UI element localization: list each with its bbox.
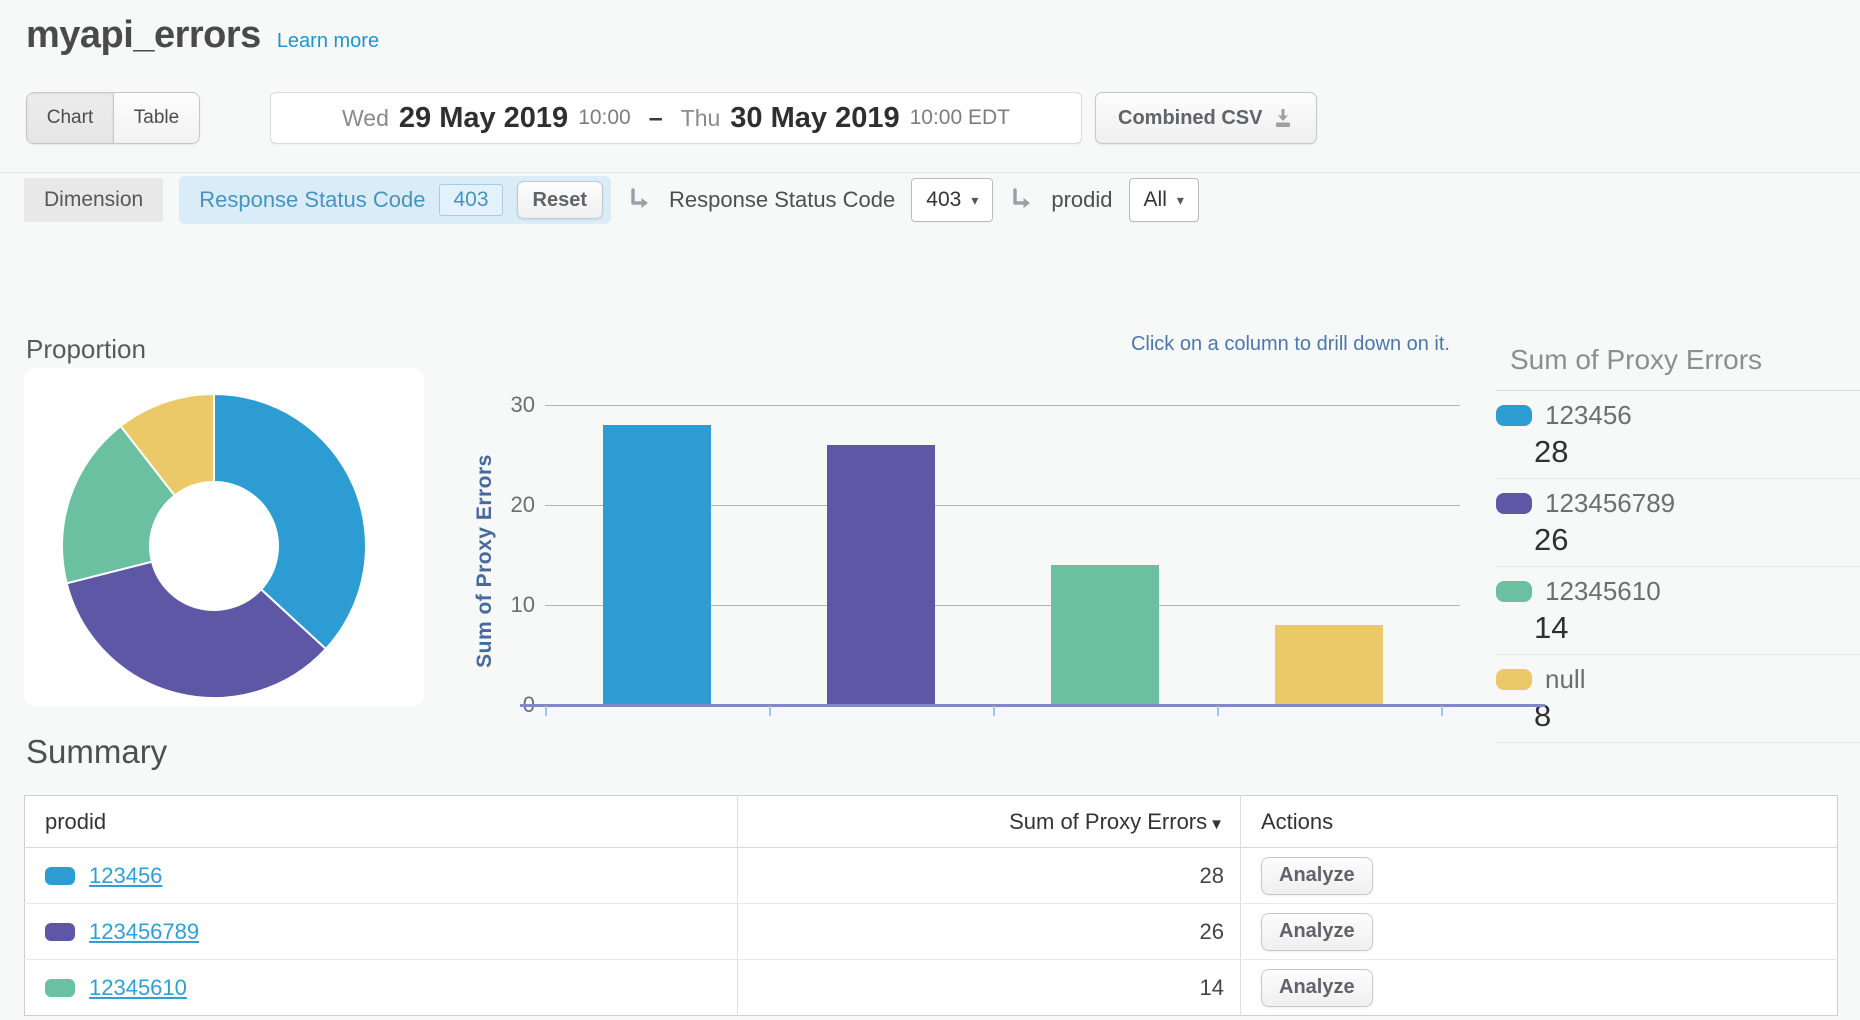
- start-time: 10:00: [578, 106, 631, 130]
- combined-csv-label: Combined CSV: [1118, 107, 1262, 130]
- analyze-button[interactable]: Analyze: [1261, 969, 1373, 1007]
- gridline-30: [545, 405, 1460, 406]
- bar-chart: Sum of Proxy Errors 0102030: [440, 330, 1560, 720]
- active-filter-value: 403: [439, 184, 502, 216]
- drilldown-hint: Click on a column to drill down on it.: [1000, 333, 1450, 356]
- legend-title: Sum of Proxy Errors: [1496, 340, 1860, 391]
- legend-value: 14: [1534, 610, 1860, 646]
- legend-label: null: [1545, 664, 1585, 695]
- chart-toggle-button[interactable]: Chart: [27, 93, 113, 143]
- column-header-sum-of-proxy-errors[interactable]: Sum of Proxy Errors▼: [738, 796, 1241, 848]
- chevron-down-icon: ▾: [971, 192, 978, 209]
- x-axis-tick: [545, 706, 547, 716]
- y-tick-10: 10: [440, 592, 535, 618]
- view-toggle: Chart Table: [26, 92, 200, 144]
- active-filter-name: Response Status Code: [199, 187, 425, 213]
- legend-label: 123456: [1545, 400, 1632, 431]
- active-filter-chip[interactable]: Response Status Code 403 Reset: [179, 176, 611, 224]
- bar-123456789[interactable]: [827, 445, 935, 705]
- status-code-dropdown-value: 403: [926, 188, 961, 212]
- legend-value: 28: [1534, 434, 1860, 470]
- legend-item-123456: 12345628: [1496, 391, 1860, 479]
- table-row-12345610: 12345610 14 Analyze: [25, 960, 1838, 1016]
- drilldown-prodid-label: prodid: [1051, 187, 1112, 213]
- legend-label: 12345610: [1545, 576, 1661, 607]
- row-swatch: [45, 867, 75, 885]
- proxy-errors-value: 28: [738, 848, 1241, 904]
- chart-legend: Sum of Proxy Errors 12345628123456789261…: [1496, 340, 1860, 743]
- prodid-dropdown[interactable]: All ▾: [1129, 178, 1199, 222]
- filter-bar: Dimension Response Status Code 403 Reset…: [24, 176, 1199, 224]
- y-tick-20: 20: [440, 492, 535, 518]
- row-swatch: [45, 979, 75, 997]
- legend-swatch: [1496, 493, 1532, 514]
- legend-swatch: [1496, 581, 1532, 602]
- x-axis-tick: [993, 706, 995, 716]
- table-toggle-button[interactable]: Table: [113, 93, 199, 143]
- drilldown-arrow-icon: [627, 187, 653, 213]
- status-code-dropdown[interactable]: 403 ▾: [911, 178, 993, 222]
- legend-value: 26: [1534, 522, 1860, 558]
- legend-items: 12345628123456789261234561014null8: [1496, 391, 1860, 743]
- summary-header-row: prodid Sum of Proxy Errors▼ Actions: [25, 796, 1838, 848]
- summary-table: prodid Sum of Proxy Errors▼ Actions 1234…: [24, 795, 1838, 1016]
- prodid-dropdown-value: All: [1144, 188, 1167, 212]
- date-range-picker[interactable]: Wed 29 May 2019 10:00 – Thu 30 May 2019 …: [270, 92, 1082, 144]
- x-axis-tick: [1441, 706, 1443, 716]
- x-axis-line: [520, 704, 1545, 707]
- summary-title: Summary: [26, 733, 167, 771]
- column-header-actions: Actions: [1241, 796, 1838, 848]
- page-title: myapi_errors: [26, 14, 261, 57]
- proportion-title: Proportion: [26, 334, 146, 365]
- y-axis-label: Sum of Proxy Errors: [473, 431, 497, 691]
- row-swatch: [45, 923, 75, 941]
- legend-label: 123456789: [1545, 488, 1675, 519]
- legend-item-123456789: 12345678926: [1496, 479, 1860, 567]
- reset-button[interactable]: Reset: [517, 181, 603, 219]
- column-header-prodid: prodid: [25, 796, 738, 848]
- y-tick-30: 30: [440, 392, 535, 418]
- dimension-label: Dimension: [24, 178, 163, 222]
- legend-item-null: null8: [1496, 655, 1860, 743]
- end-date: 30 May 2019: [730, 102, 899, 135]
- end-day: Thu: [681, 105, 721, 132]
- bar-12345610[interactable]: [1051, 565, 1159, 705]
- chevron-down-icon: ▾: [1177, 192, 1184, 209]
- date-separator: –: [649, 104, 663, 133]
- bar-null[interactable]: [1275, 625, 1383, 705]
- start-date: 29 May 2019: [399, 102, 568, 135]
- x-axis-tick: [769, 706, 771, 716]
- legend-value: 8: [1534, 698, 1860, 734]
- prodid-link[interactable]: 123456789: [89, 919, 199, 945]
- sort-desc-icon: ▼: [1209, 816, 1224, 833]
- table-row-123456: 123456 28 Analyze: [25, 848, 1838, 904]
- proportion-donut-card: [24, 368, 424, 706]
- legend-swatch: [1496, 669, 1532, 690]
- proxy-errors-value: 14: [738, 960, 1241, 1016]
- drilldown-status-code-label: Response Status Code: [669, 187, 895, 213]
- toolbar-divider: [0, 172, 1860, 173]
- download-icon: [1272, 107, 1294, 129]
- bar-123456[interactable]: [603, 425, 711, 705]
- legend-swatch: [1496, 405, 1532, 426]
- analyze-button[interactable]: Analyze: [1261, 913, 1373, 951]
- learn-more-link[interactable]: Learn more: [277, 30, 379, 53]
- table-row-123456789: 123456789 26 Analyze: [25, 904, 1838, 960]
- x-axis-tick: [1217, 706, 1219, 716]
- proxy-errors-value: 26: [738, 904, 1241, 960]
- analyze-button[interactable]: Analyze: [1261, 857, 1373, 895]
- proportion-donut-chart: [24, 368, 424, 706]
- end-time: 10:00 EDT: [910, 106, 1010, 130]
- page-header: myapi_errors Learn more: [26, 14, 379, 57]
- combined-csv-button[interactable]: Combined CSV: [1095, 92, 1317, 144]
- drilldown-arrow-icon: [1009, 187, 1035, 213]
- prodid-link[interactable]: 123456: [89, 863, 162, 889]
- start-day: Wed: [342, 105, 389, 132]
- prodid-link[interactable]: 12345610: [89, 975, 187, 1001]
- legend-item-12345610: 1234561014: [1496, 567, 1860, 655]
